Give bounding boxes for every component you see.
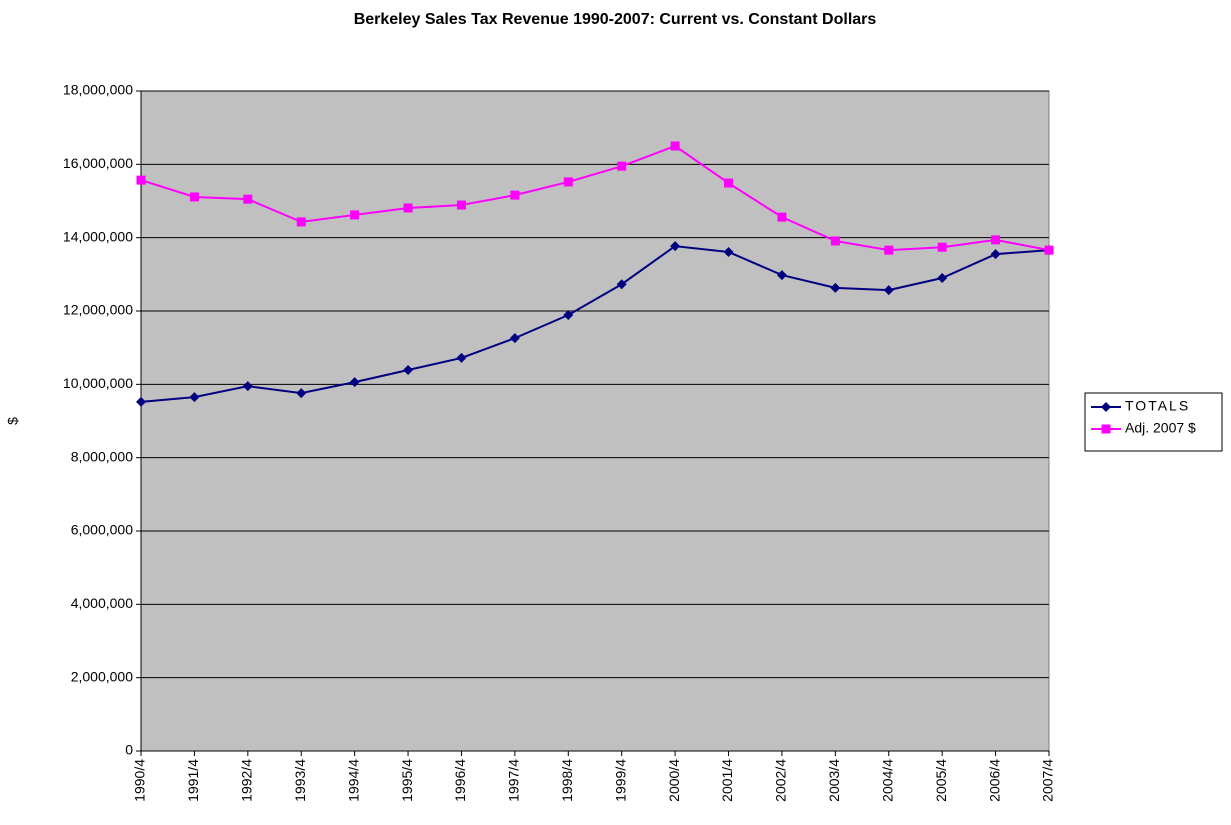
marker <box>937 242 947 252</box>
marker <box>937 273 948 283</box>
x-tick-label: 2004/4 <box>879 759 895 802</box>
marker <box>830 282 841 293</box>
marker <box>723 246 734 257</box>
x-tick-label: 1994/4 <box>345 759 361 802</box>
marker <box>189 392 200 403</box>
marker <box>509 333 520 344</box>
x-tick-label: 1999/4 <box>612 759 628 802</box>
marker <box>670 241 681 252</box>
x-tick-label: 1998/4 <box>559 759 575 802</box>
x-tick-label: 1995/4 <box>399 759 415 802</box>
marker <box>510 190 520 200</box>
marker <box>776 270 787 281</box>
plot-area <box>140 90 1050 752</box>
marker <box>563 177 573 187</box>
marker <box>830 236 840 246</box>
marker <box>777 212 787 222</box>
y-tick-label: 0 <box>125 742 133 758</box>
x-tick-label: 2002/4 <box>773 759 789 802</box>
marker <box>1044 245 1054 255</box>
marker <box>1101 424 1111 434</box>
legend-label: TOTALS <box>1125 398 1190 414</box>
y-tick-label: 4,000,000 <box>71 595 133 611</box>
marker <box>296 217 306 227</box>
marker <box>349 377 360 388</box>
marker <box>670 141 680 151</box>
marker <box>456 200 466 210</box>
y-tick-label: 16,000,000 <box>63 155 133 171</box>
marker <box>617 161 627 171</box>
marker <box>136 396 146 407</box>
x-tick-label: 1990/4 <box>132 759 148 802</box>
marker <box>350 210 360 220</box>
marker <box>991 235 1001 245</box>
x-tick-label: 1997/4 <box>506 759 522 802</box>
marker <box>563 310 574 321</box>
y-tick-label: 12,000,000 <box>63 302 133 318</box>
x-tick-label: 1992/4 <box>239 759 255 802</box>
x-tick-label: 2005/4 <box>933 759 949 802</box>
x-tick-label: 2003/4 <box>826 759 842 802</box>
x-tick-label: 2007/4 <box>1040 759 1056 802</box>
x-tick-label: 2001/4 <box>719 759 735 802</box>
marker <box>456 352 467 363</box>
legend-box <box>1084 392 1223 452</box>
y-axis-label: $ <box>5 417 21 425</box>
legend-label: Adj. 2007 $ <box>1125 420 1196 436</box>
y-tick-label: 6,000,000 <box>71 522 133 538</box>
y-tick-label: 2,000,000 <box>71 668 133 684</box>
series-line <box>140 144 1050 252</box>
y-tick-label: 18,000,000 <box>63 82 133 98</box>
marker <box>403 203 413 213</box>
marker <box>884 245 894 255</box>
chart-title: Berkeley Sales Tax Revenue 1990-2007: Cu… <box>354 11 877 28</box>
marker <box>724 178 734 188</box>
marker <box>242 381 253 392</box>
marker <box>136 175 146 185</box>
y-tick-label: 8,000,000 <box>71 448 133 464</box>
series-line <box>140 245 1050 403</box>
x-tick-label: 2000/4 <box>666 759 682 802</box>
y-tick-label: 10,000,000 <box>63 375 133 391</box>
marker <box>189 192 199 202</box>
marker <box>616 279 627 290</box>
marker <box>243 194 253 204</box>
marker <box>883 285 894 296</box>
marker <box>1101 402 1111 412</box>
x-tick-label: 1996/4 <box>452 759 468 802</box>
x-tick-label: 2006/4 <box>986 759 1002 802</box>
x-tick-label: 1993/4 <box>292 759 308 802</box>
marker <box>296 388 307 399</box>
marker <box>403 365 414 376</box>
x-tick-label: 1991/4 <box>185 759 201 802</box>
marker <box>990 249 1001 260</box>
y-tick-label: 14,000,000 <box>63 228 133 244</box>
